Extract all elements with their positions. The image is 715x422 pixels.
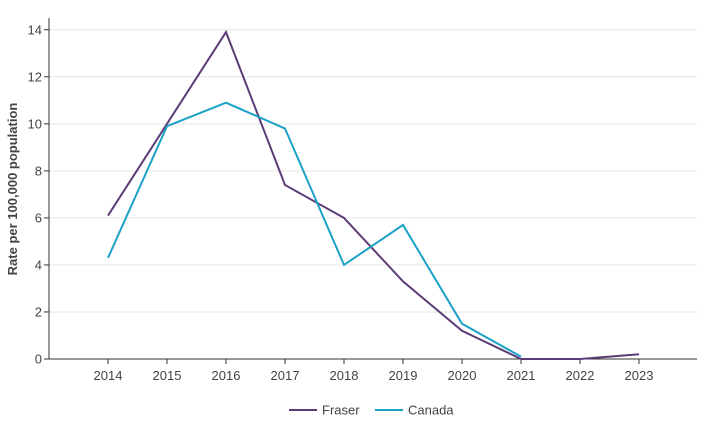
series-line-canada xyxy=(107,101,522,358)
x-tick-label: 2023 xyxy=(625,368,654,383)
y-tick-label: 0 xyxy=(35,352,42,367)
y-tick-label: 4 xyxy=(35,257,42,272)
legend-label-fraser: Fraser xyxy=(322,403,360,418)
y-tick-label: 8 xyxy=(35,163,42,178)
x-tick-label: 2015 xyxy=(153,368,182,383)
y-tick-label: 6 xyxy=(35,210,42,225)
x-tick-label: 2021 xyxy=(507,368,536,383)
gridlines xyxy=(49,29,697,313)
axes: 0 2 4 6 8 10 12 14 2014 2015 2016 2017 2018 2019 2020 2… xyxy=(28,18,697,383)
y-tick-label: 2 xyxy=(35,304,42,319)
legend-label-canada: Canada xyxy=(408,403,454,418)
y-tick-label: 12 xyxy=(28,69,42,84)
series-line-fraser xyxy=(107,29,640,360)
x-tick-label: 2022 xyxy=(566,368,595,383)
x-tick-label: 2020 xyxy=(448,368,477,383)
x-tick-label: 2018 xyxy=(330,368,359,383)
legend: Fraser Canada xyxy=(289,403,454,418)
y-tick-label: 14 xyxy=(28,22,42,37)
y-axis-title: Rate per 100,000 population xyxy=(5,103,20,276)
series-lines xyxy=(107,29,640,360)
x-tick-label: 2016 xyxy=(212,368,241,383)
x-tick-label: 2014 xyxy=(94,368,123,383)
x-tick-label: 2019 xyxy=(389,368,418,383)
x-tick-label: 2017 xyxy=(271,368,300,383)
y-tick-label: 10 xyxy=(28,116,42,131)
